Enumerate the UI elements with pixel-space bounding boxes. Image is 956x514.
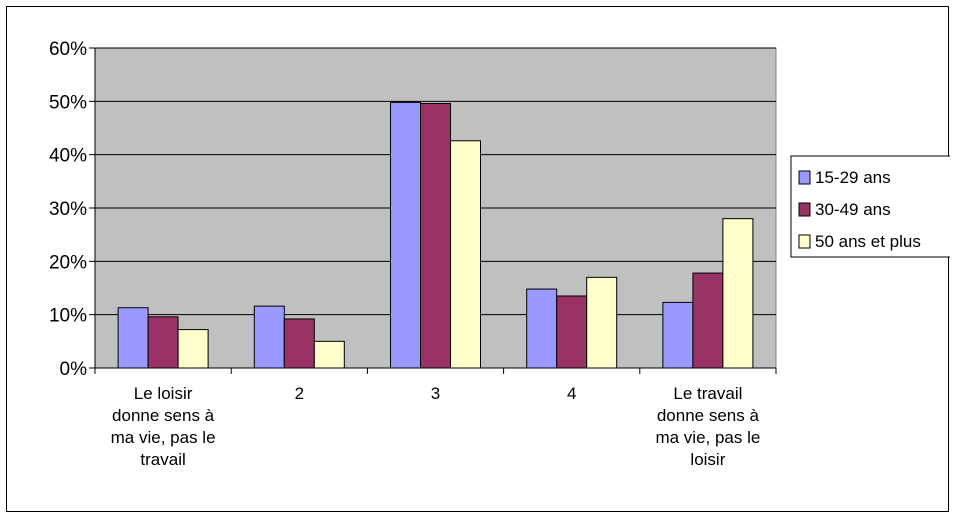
y-tick-label: 10% [49, 306, 87, 327]
y-tick-label: 30% [49, 199, 87, 220]
bar [722, 218, 754, 369]
bar [177, 329, 209, 369]
bar [526, 288, 558, 369]
bars [117, 101, 754, 369]
legend-box [790, 155, 950, 258]
bar [313, 340, 345, 369]
bar [556, 295, 588, 369]
y-tick-label: 50% [49, 92, 87, 113]
legend: 15-29 ans 30-49 ans 50 ans et plus [790, 155, 950, 258]
legend-label: 50 ans et plus [815, 232, 921, 251]
category-label: Le travail donne sens à ma vie, pas le lois… [655, 384, 760, 469]
bar [283, 318, 315, 369]
x-category-labels: Le loisir donne sens à ma vie, pas le trava… [111, 384, 761, 469]
legend-label: 15-29 ans [815, 168, 891, 187]
category-label: 3 [431, 384, 440, 403]
bar [586, 276, 618, 369]
legend-swatch [798, 202, 811, 217]
bar [420, 102, 451, 369]
y-tick-label: 40% [49, 146, 87, 167]
category-label: 2 [295, 384, 304, 403]
y-tick-labels: 0% 10% 20% 30% 40% 50% 60% [49, 39, 87, 380]
bar [390, 101, 421, 369]
legend-label: 30-49 ans [815, 200, 891, 219]
category-label: Le loisir donne sens à ma vie, pas le trava… [111, 384, 216, 469]
bar [450, 140, 481, 369]
bar [147, 316, 179, 369]
chart-frame: 0% 10% 20% 30% 40% 50% 60% Le loisir donne sens… [6, 6, 950, 512]
category-label: 4 [567, 384, 576, 403]
y-tick-label: 0% [60, 359, 88, 380]
axes [89, 47, 777, 374]
legend-swatch [798, 170, 811, 185]
legend-swatch [798, 234, 811, 249]
bar-chart: 0% 10% 20% 30% 40% 50% 60% Le loisir donne sens… [49, 39, 950, 469]
bar [692, 272, 724, 369]
y-tick-label: 60% [49, 39, 87, 60]
bar [117, 307, 149, 369]
bar [253, 305, 285, 369]
bar [662, 301, 694, 369]
y-tick-label: 20% [49, 252, 87, 273]
